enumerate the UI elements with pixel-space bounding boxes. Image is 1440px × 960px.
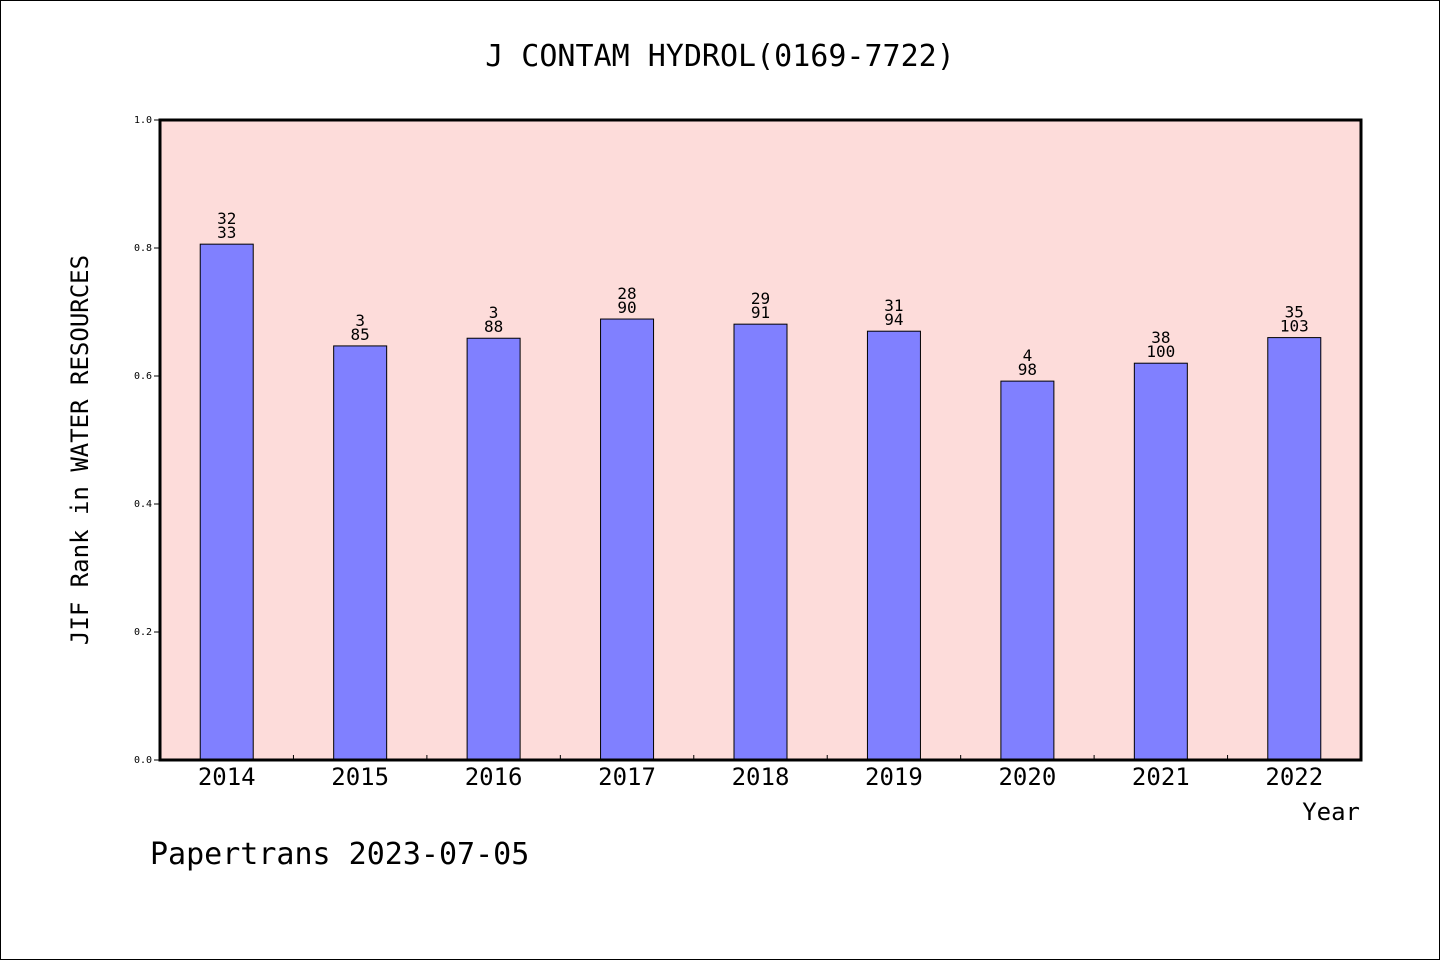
bars-group [199, 243, 1322, 761]
rank-label-2022: 35 [1285, 303, 1304, 322]
bar-2018 [733, 323, 788, 761]
total-label-2018: 91 [751, 303, 770, 322]
x-tick-label-2020: 2020 [998, 763, 1056, 791]
bar-2015 [333, 345, 388, 761]
chart-title: J CONTAM HYDROL(0169-7722) [485, 39, 955, 74]
total-label-2022: 103 [1280, 317, 1309, 336]
y-axis-label: JIF Rank in WATER RESOURCES [66, 255, 94, 645]
rank-label-2021: 38 [1151, 328, 1170, 347]
rank-label-2017: 28 [617, 284, 636, 303]
rank-label-2020: 4 [1023, 346, 1033, 365]
y-tick-label-1.0: 1.0 [134, 115, 152, 126]
y-tick-label-0.0: 0.0 [134, 755, 152, 766]
plot-border [158, 118, 1363, 762]
bar-2016 [466, 337, 521, 761]
bar-2014 [199, 243, 254, 761]
rank-label-2016: 3 [489, 303, 499, 322]
x-tick-label-2018: 2018 [732, 763, 790, 791]
total-label-2017: 90 [617, 298, 636, 317]
rank-label-2018: 29 [751, 289, 770, 308]
total-label-2016: 88 [484, 317, 503, 336]
total-label-2021: 100 [1146, 342, 1175, 361]
y-tick-label-0.8: 0.8 [134, 243, 152, 254]
rank-label-2015: 3 [355, 311, 365, 330]
x-tick-label-2019: 2019 [865, 763, 923, 791]
total-label-2019: 94 [884, 310, 903, 329]
bar-2021 [1133, 362, 1188, 761]
y-axis: 0.0 0.2 0.4 0.6 0.8 1.0 [134, 115, 160, 766]
x-tick-label-2021: 2021 [1132, 763, 1190, 791]
bar-2020 [1000, 380, 1055, 761]
x-tick-label-2017: 2017 [598, 763, 656, 791]
x-tick-label-2016: 2016 [465, 763, 523, 791]
y-tick-label-0.2: 0.2 [134, 627, 152, 638]
rank-label-2019: 31 [884, 296, 903, 315]
x-tick-label-2015: 2015 [331, 763, 389, 791]
y-tick-label-0.6: 0.6 [134, 371, 152, 382]
x-tick-label-2014: 2014 [198, 763, 256, 791]
total-label-2015: 85 [351, 325, 370, 344]
footer-text: Papertrans 2023-07-05 [150, 837, 529, 872]
total-label-2014: 33 [217, 223, 236, 242]
x-axis-label: Year [1302, 798, 1360, 826]
total-label-2020: 98 [1018, 360, 1037, 379]
y-tick-label-0.4: 0.4 [134, 499, 152, 510]
bar-2022 [1267, 337, 1322, 761]
bar-2019 [866, 330, 921, 761]
bar-2017 [600, 318, 655, 761]
x-tick-label-2022: 2022 [1265, 763, 1323, 791]
rank-label-2014: 32 [217, 209, 236, 228]
x-axis: 2014 2015 2016 2017 2018 2019 2020 2021 2022 [198, 755, 1323, 791]
